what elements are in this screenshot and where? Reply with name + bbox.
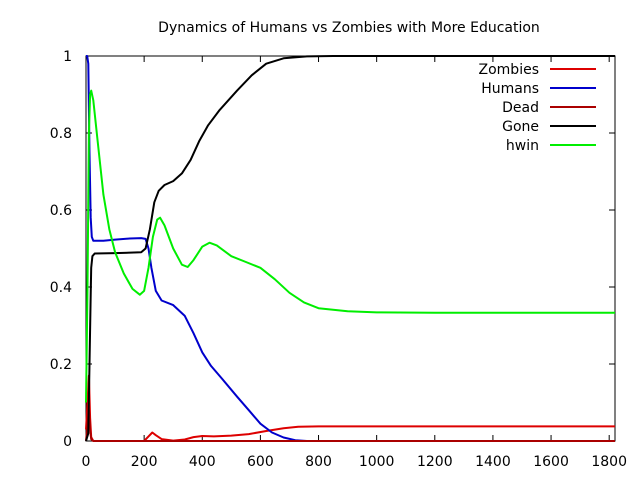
y-tick-label: 0.8 xyxy=(50,126,72,142)
x-tick-label: 1600 xyxy=(533,454,569,470)
x-tick-label: 600 xyxy=(247,454,274,470)
series-line-hwin xyxy=(85,89,615,403)
x-tick-label: 400 xyxy=(189,454,216,470)
series-line-gone xyxy=(85,55,615,442)
legend-label-gone: Gone xyxy=(502,119,539,135)
y-tick-label: 0.6 xyxy=(50,203,72,219)
series-line-humans xyxy=(86,55,615,442)
series-lines xyxy=(85,55,615,442)
x-tick-label: 800 xyxy=(305,454,332,470)
series-line-zombies xyxy=(85,374,615,442)
legend: Zombies Humans Dead Gone hwin xyxy=(479,62,596,154)
y-tick-label: 0.4 xyxy=(50,280,72,296)
x-tick-label: 1000 xyxy=(359,454,395,470)
legend-label-humans: Humans xyxy=(481,81,539,97)
legend-label-dead: Dead xyxy=(502,100,539,116)
x-tick-label: 1800 xyxy=(591,454,627,470)
x-tick-label: 0 xyxy=(82,454,91,470)
legend-label-hwin: hwin xyxy=(506,138,539,154)
chart-title: Dynamics of Humans vs Zombies with More … xyxy=(158,20,540,36)
x-tick-label: 200 xyxy=(131,454,158,470)
y-tick-label: 0.2 xyxy=(50,357,72,373)
y-tick-label: 1 xyxy=(63,49,72,65)
x-tick-label: 1400 xyxy=(475,454,511,470)
y-tick-label: 0 xyxy=(63,434,72,450)
x-tick-label: 1200 xyxy=(417,454,453,470)
axis-ticks: 0 200 400 600 800 1000 1200 1400 1600 1800 0 0.2 0.4… xyxy=(50,49,627,470)
legend-label-zombies: Zombies xyxy=(479,62,539,78)
